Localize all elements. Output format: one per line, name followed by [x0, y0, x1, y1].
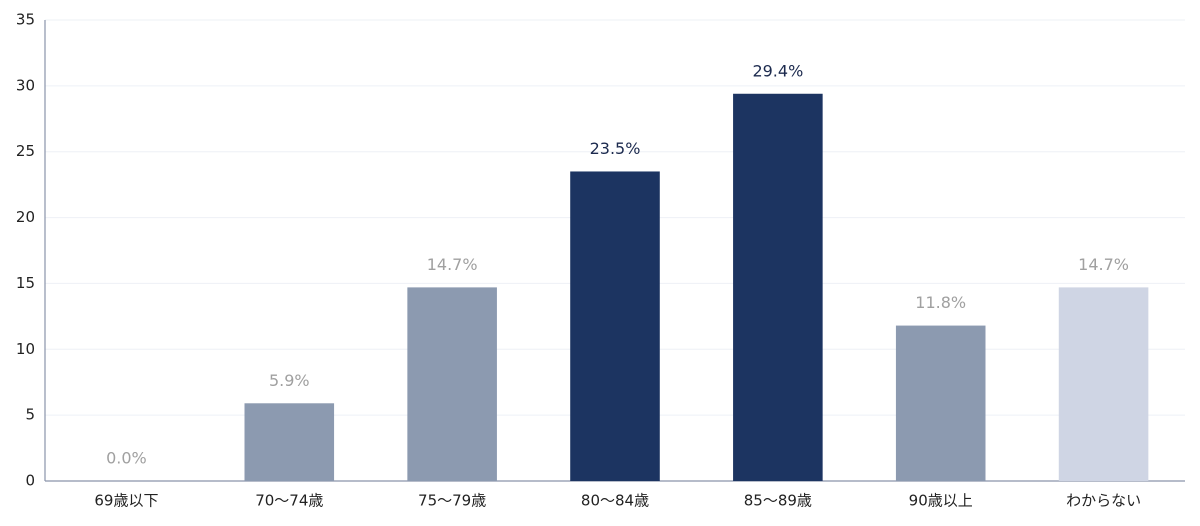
y-tick-label: 5: [25, 406, 35, 424]
x-tick-label: 90歳以上: [909, 492, 973, 510]
y-tick-label: 30: [16, 76, 35, 94]
bar: [733, 93, 823, 481]
value-label: 29.4%: [752, 61, 803, 80]
bar: [1058, 287, 1149, 481]
value-label: 5.9%: [269, 371, 310, 390]
y-tick-label: 10: [16, 340, 35, 358]
value-label: 14.7%: [1078, 255, 1129, 274]
y-tick-label: 20: [16, 208, 35, 226]
value-label: 23.5%: [590, 139, 641, 158]
y-tick-label: 25: [16, 142, 35, 160]
x-tick-label: 75〜79歳: [418, 492, 486, 510]
y-tick-label: 0: [25, 472, 35, 490]
x-tick-label: 80〜84歳: [581, 492, 649, 510]
value-label: 11.8%: [915, 293, 966, 312]
bar: [570, 171, 660, 481]
x-tick-label: 70〜74歳: [255, 492, 323, 510]
y-tick-label: 15: [16, 274, 35, 292]
bar: [895, 325, 986, 481]
x-tick-label: 69歳以下: [94, 492, 158, 510]
value-label: 0.0%: [106, 449, 147, 468]
x-tick-label: わからない: [1066, 492, 1141, 510]
y-tick-label: 35: [16, 11, 35, 29]
value-label: 14.7%: [427, 255, 478, 274]
bar: [407, 287, 497, 481]
bar: [244, 403, 335, 481]
x-tick-label: 85〜89歳: [744, 492, 812, 510]
